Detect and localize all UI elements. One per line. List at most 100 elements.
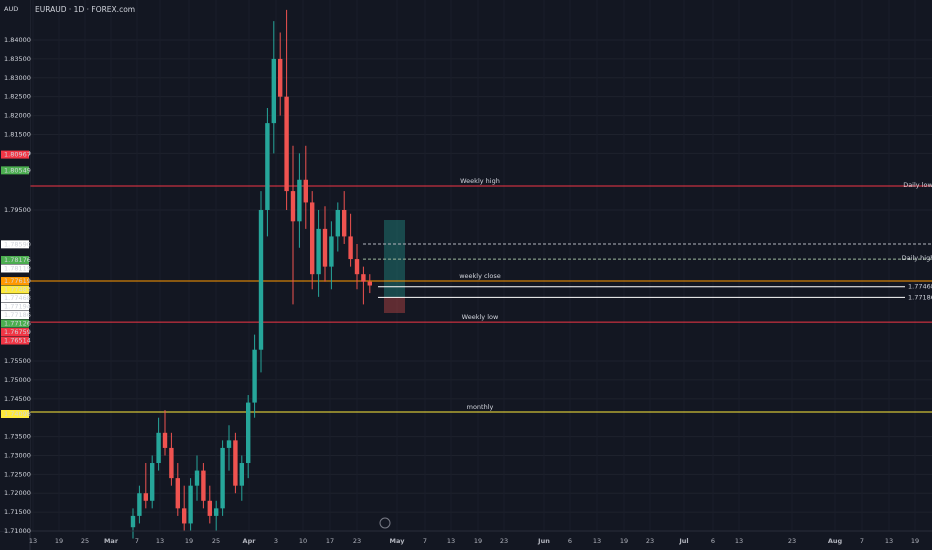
price-label-bg bbox=[1, 277, 29, 286]
candles bbox=[130, 9, 372, 539]
price-label-bg bbox=[1, 336, 29, 345]
x-tick-label: 23 bbox=[788, 537, 796, 545]
price-label: 1.77194 bbox=[4, 303, 31, 311]
levels: Weekly high Daily low Daily high weekly clo… bbox=[30, 177, 932, 413]
x-tick-label: 19 bbox=[911, 537, 919, 545]
x-tick-label: 7 bbox=[423, 537, 427, 545]
price-label-bg bbox=[1, 166, 29, 175]
candle-body bbox=[220, 447, 225, 509]
y-tick-label: 1.72000 bbox=[4, 489, 31, 497]
price-label: 1.76514 bbox=[4, 337, 31, 345]
price-label: 1.77126 bbox=[4, 320, 31, 328]
candle-body bbox=[310, 202, 315, 275]
x-tick-label: 3 bbox=[274, 537, 278, 545]
price-label: 1.78176 bbox=[4, 256, 31, 264]
candle-body bbox=[361, 274, 366, 282]
y-tick-label: 1.81500 bbox=[4, 130, 31, 138]
candle-body bbox=[354, 259, 360, 275]
y-tick-label: 1.74500 bbox=[4, 395, 31, 403]
y-tick-label: 1.83000 bbox=[4, 74, 31, 82]
x-tick-label: 25 bbox=[212, 537, 220, 545]
y-tick-label: 1.73000 bbox=[4, 451, 31, 459]
price-label-bg bbox=[1, 409, 29, 418]
x-tick-label: 13 bbox=[29, 537, 37, 545]
y-tick-label: 1.83500 bbox=[4, 55, 31, 63]
price-label-bg bbox=[1, 150, 29, 159]
candle-body bbox=[342, 209, 347, 237]
candle-body bbox=[290, 191, 296, 222]
x-tick-label: Mar bbox=[104, 537, 119, 545]
x-tick-label: 19 bbox=[55, 537, 63, 545]
level-right-label: Daily high bbox=[902, 254, 932, 262]
candle-body bbox=[284, 96, 289, 192]
candle-body bbox=[226, 440, 232, 448]
right-label: 1.77468 bbox=[908, 283, 932, 291]
price-label-bg bbox=[1, 285, 29, 294]
candle-body bbox=[297, 179, 302, 222]
y-tick-label: 1.82500 bbox=[4, 93, 31, 101]
price-label-bg bbox=[1, 294, 29, 303]
price-label: 1.77619 bbox=[4, 277, 31, 285]
price-label: 1.80967 bbox=[4, 151, 31, 159]
price-label: 1.77186 bbox=[4, 311, 31, 319]
x-tick-label: 25 bbox=[81, 537, 89, 545]
y-tick-label: 1.84000 bbox=[4, 36, 31, 44]
candle-body bbox=[271, 58, 276, 124]
candle-body bbox=[329, 236, 334, 267]
y-tick-label: 1.75000 bbox=[4, 376, 31, 384]
candle-body bbox=[233, 440, 238, 486]
x-tick-label: 13 bbox=[156, 537, 164, 545]
price-label: 1.77468 bbox=[4, 294, 31, 302]
y-tick-label: 1.73500 bbox=[4, 433, 31, 441]
candle-body bbox=[335, 209, 340, 237]
x-tick-label: 23 bbox=[353, 537, 361, 545]
x-tick-label: 19 bbox=[474, 537, 482, 545]
candle-body bbox=[303, 179, 308, 203]
grid bbox=[30, 0, 932, 532]
price-label: 1.76759 bbox=[4, 328, 31, 336]
candle-body bbox=[246, 402, 251, 464]
candle-body bbox=[278, 58, 283, 97]
replay-icon[interactable] bbox=[379, 517, 391, 529]
right-label-bg bbox=[905, 283, 932, 291]
candle-body bbox=[201, 470, 206, 501]
long-position-profit bbox=[384, 220, 405, 297]
candle-body bbox=[162, 432, 168, 448]
y-tick-label: 1.82000 bbox=[4, 112, 31, 120]
x-tick-label: 13 bbox=[593, 537, 601, 545]
level-label: Weekly low bbox=[462, 313, 499, 321]
x-tick-label: Aug bbox=[828, 537, 843, 545]
y-tick-label: 1.71000 bbox=[4, 527, 31, 535]
level-label: Weekly high bbox=[460, 177, 500, 185]
x-tick-label: 19 bbox=[620, 537, 628, 545]
x-tick-label: 13 bbox=[885, 537, 893, 545]
price-label-bg bbox=[1, 328, 29, 337]
x-tick-label: 13 bbox=[735, 537, 743, 545]
x-tick-label: 23 bbox=[500, 537, 508, 545]
price-label-bg bbox=[1, 240, 29, 249]
candle-body bbox=[150, 463, 155, 501]
price-label-bg bbox=[1, 319, 29, 328]
right-label: 1.77186 bbox=[908, 293, 932, 301]
price-label: 1.74098 bbox=[4, 410, 31, 418]
candle-body bbox=[252, 349, 257, 403]
y-tick-label: 1.71500 bbox=[4, 508, 31, 516]
x-tick-label: Apr bbox=[243, 537, 257, 545]
candle-body bbox=[207, 500, 212, 516]
candle-body bbox=[239, 463, 244, 486]
candle-body bbox=[175, 478, 180, 509]
candle-body bbox=[367, 281, 372, 286]
candle-body bbox=[322, 228, 328, 267]
y-tick-label: 1.79500 bbox=[4, 206, 31, 214]
x-tick-label: 7 bbox=[860, 537, 864, 545]
price-label-bg bbox=[1, 255, 29, 264]
x-tick-label: 19 bbox=[185, 537, 193, 545]
currency: AUD bbox=[4, 5, 18, 13]
x-tick-label: 10 bbox=[299, 537, 307, 545]
price-label: 1.80549 bbox=[4, 166, 31, 174]
price-label-bg bbox=[1, 302, 29, 311]
y-tick-label: 1.72500 bbox=[4, 470, 31, 478]
x-tick-label: 6 bbox=[711, 537, 715, 545]
